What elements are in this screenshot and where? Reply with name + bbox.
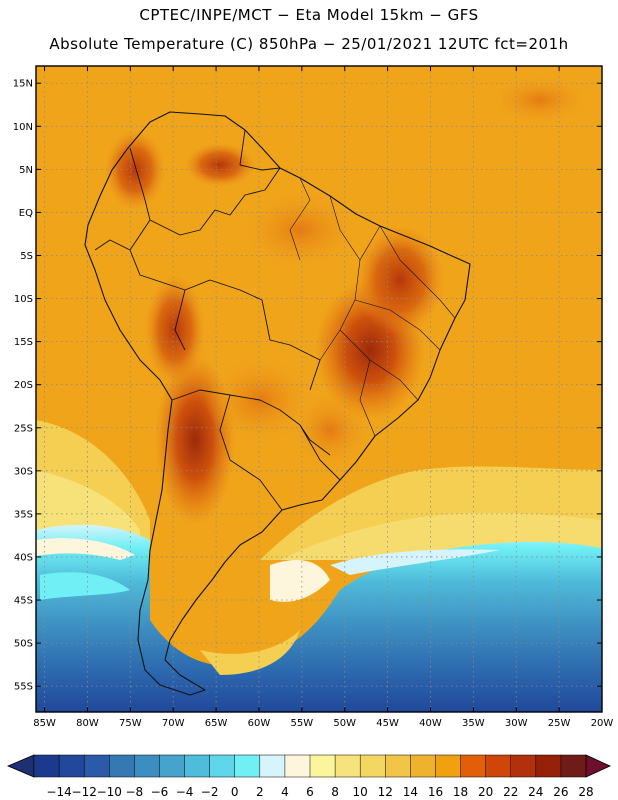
- lon-label: 75W: [119, 718, 142, 729]
- colorbar-label: 0: [231, 785, 239, 799]
- colorbar-cell: [234, 754, 261, 778]
- colorbar-label: −12: [72, 785, 97, 799]
- temperature-field: [36, 66, 602, 712]
- lat-label: 20S: [14, 380, 33, 391]
- colorbar-label: 4: [281, 785, 289, 799]
- lon-label: 65W: [205, 718, 228, 729]
- colorbar-label: −2: [201, 785, 219, 799]
- colorbar-cell: [33, 754, 60, 778]
- colorbar-cell: [134, 754, 161, 778]
- colorbar-label: 6: [306, 785, 314, 799]
- map-frame: [35, 65, 603, 713]
- colorbar-cell: [435, 754, 462, 778]
- colorbar-cell: [410, 754, 437, 778]
- colorbar-cell: [359, 754, 386, 778]
- lat-label: 10N: [13, 122, 33, 133]
- lon-label: 80W: [76, 718, 99, 729]
- lat-label: 40S: [14, 552, 33, 563]
- lat-label: 55S: [14, 682, 33, 693]
- colorbar-label: −4: [176, 785, 194, 799]
- lat-label: EQ: [19, 208, 33, 219]
- colorbar-label: −10: [97, 785, 122, 799]
- lon-label: 40W: [419, 718, 442, 729]
- lon-label: 45W: [376, 718, 399, 729]
- colorbar-cell: [58, 754, 85, 778]
- lat-label: 35S: [14, 509, 33, 520]
- title-line-1: CPTEC/INPE/MCT − Eta Model 15km − GFS: [139, 6, 479, 24]
- lon-label: 60W: [248, 718, 271, 729]
- axis-ticks: [36, 66, 603, 712]
- brazil-states: [289, 177, 456, 437]
- colorbar-label: 14: [403, 785, 418, 799]
- lat-label: 45S: [14, 596, 33, 607]
- lat-label: 25S: [14, 423, 33, 434]
- colorbar-cell: [510, 754, 537, 778]
- colorbar-low-arrow: [6, 754, 35, 778]
- colorbar-cell: [309, 754, 336, 778]
- colorbar-label: 20: [478, 785, 493, 799]
- lat-label: 15N: [13, 79, 33, 90]
- colorbar-label: 22: [503, 785, 518, 799]
- colorbar-cell: [159, 754, 186, 778]
- lat-label: 50S: [14, 639, 33, 650]
- colorbar: −14 −12 −10 −8 −6 −4 −2 0 2 4 6 8 10 12 14 16 18 20 22 24 26…: [6, 754, 611, 799]
- colorbar-cell: [460, 754, 487, 778]
- colorbar-cell: [83, 754, 110, 778]
- lon-label: 35W: [462, 718, 485, 729]
- lat-label: 5N: [19, 165, 33, 176]
- colorbar-label: 24: [528, 785, 543, 799]
- lon-label: 70W: [162, 718, 185, 729]
- colorbar-label: −6: [151, 785, 169, 799]
- lon-label: 20W: [591, 718, 614, 729]
- lon-label: 30W: [505, 718, 528, 729]
- lon-label: 50W: [333, 718, 356, 729]
- lon-label: 85W: [33, 718, 56, 729]
- colorbar-cell: [209, 754, 236, 778]
- colorbar-label: −14: [46, 785, 71, 799]
- colorbar-cell: [560, 754, 587, 778]
- lon-label: 55W: [291, 718, 314, 729]
- colorbar-cell: [535, 754, 562, 778]
- lat-label: 30S: [14, 466, 33, 477]
- lat-label: 15S: [14, 337, 33, 348]
- lon-label: 25W: [548, 718, 571, 729]
- colorbar-label: 12: [378, 785, 393, 799]
- colorbar-label: 10: [353, 785, 368, 799]
- colorbar-label: 8: [331, 785, 339, 799]
- south-america-outline: [84, 111, 471, 696]
- colorbar-high-arrow: [585, 754, 611, 778]
- coastlines: [84, 111, 471, 696]
- colorbar-cell: [184, 754, 211, 778]
- colorbar-cell: [385, 754, 411, 778]
- colorbar-cell: [259, 754, 286, 778]
- lat-label: 5S: [20, 251, 33, 262]
- latitude-labels: 15N 10N 5N EQ 5S 10S 15S 20S 25S 30S 35S 40S 45S 50S 5…: [13, 79, 33, 693]
- colorbar-cell: [334, 754, 361, 778]
- title-line-2: Absolute Temperature (C) 850hPa − 25/01/…: [49, 35, 569, 53]
- colorbar-cell: [485, 754, 512, 778]
- country-borders: [94, 129, 341, 511]
- colorbar-label: 2: [256, 785, 264, 799]
- colorbar-label: 16: [428, 785, 443, 799]
- longitude-labels: 85W 80W 75W 70W 65W 60W 55W 50W 45W 40W 35W 30W 25W 2…: [33, 718, 613, 729]
- colorbar-cell: [284, 754, 311, 778]
- colorbar-label: 28: [578, 785, 593, 799]
- colorbar-label: 26: [553, 785, 568, 799]
- colorbar-label: −8: [126, 785, 144, 799]
- colorbar-label: 18: [453, 785, 468, 799]
- lat-label: 10S: [14, 294, 33, 305]
- colorbar-cell: [109, 754, 135, 778]
